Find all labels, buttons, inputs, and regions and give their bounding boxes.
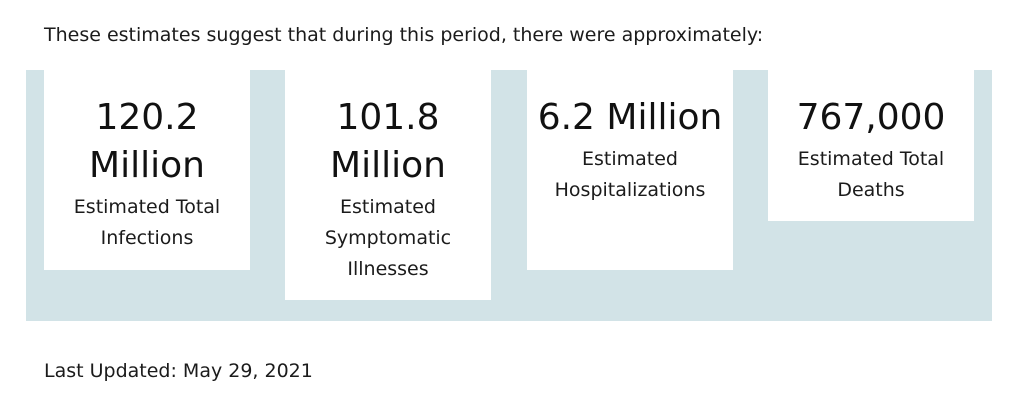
card-infections: 120.2 Million Estimated Total Infections <box>44 70 250 270</box>
symptomatic-illnesses-label: Estimated Symptomatic Illnesses <box>324 196 452 280</box>
card-symptomatic-illnesses: 101.8 Million Estimated Symptomatic Illn… <box>285 70 491 300</box>
estimates-panel: 120.2 Million Estimated Total Infections… <box>26 70 992 321</box>
card-hospitalizations: 6.2 Million Estimated Hospitalizations <box>527 70 733 270</box>
infections-label: Estimated Total Infections <box>73 196 221 249</box>
symptomatic-illnesses-value: 101.8 Million <box>330 97 446 186</box>
intro-text: These estimates suggest that during this… <box>44 24 764 46</box>
hospitalizations-label: Estimated Hospitalizations <box>554 148 706 201</box>
deaths-label: Estimated Total Deaths <box>797 148 945 201</box>
card-deaths: 767,000 Estimated Total Deaths <box>768 70 974 221</box>
last-updated: Last Updated: May 29, 2021 <box>44 360 313 382</box>
deaths-value: 767,000 <box>796 97 946 138</box>
infections-value: 120.2 Million <box>89 97 205 186</box>
hospitalizations-value: 6.2 Million <box>537 97 723 138</box>
